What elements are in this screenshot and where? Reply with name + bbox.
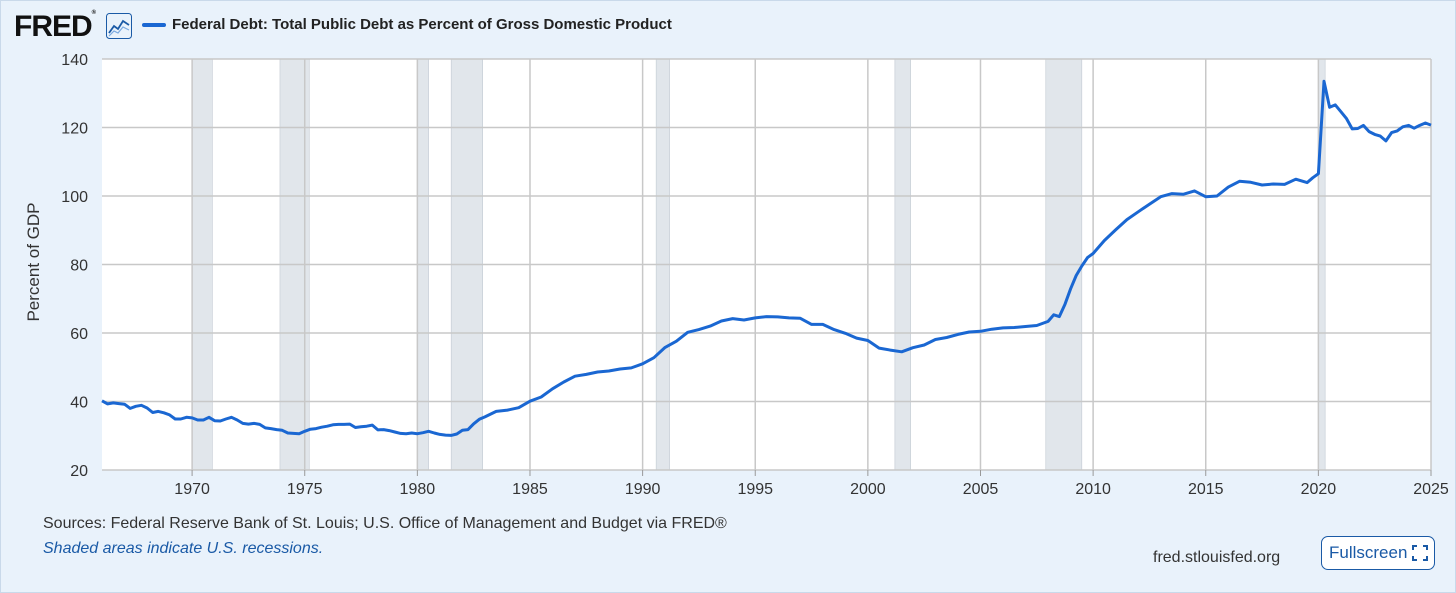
recessions-note[interactable]: Shaded areas indicate U.S. recessions. [43,540,324,557]
x-tick-label: 2005 [963,481,999,498]
x-axis: 1970 1975 1980 1985 1990 1995 2000 2005 2010 2015… [174,470,1449,498]
fullscreen-label: Fullscreen [1329,543,1408,562]
x-tick-label: 1990 [625,481,661,498]
fullscreen-icon [1412,545,1429,561]
y-tick-label: 60 [70,326,88,343]
x-tick-label: 1980 [400,481,436,498]
chart-title: Federal Debt: Total Public Debt as Perce… [172,16,672,33]
x-tick-label: 1970 [174,481,210,498]
y-tick-label: 80 [70,258,88,275]
series-line [101,79,1432,437]
fullscreen-button[interactable]: Fullscreen [1321,536,1435,570]
site-link[interactable]: fred.stlouisfed.org [1153,549,1281,566]
x-tick-label: 2015 [1188,481,1224,498]
y-axis-label: Percent of GDP [24,202,43,322]
fred-logo[interactable]: FRED® [14,10,96,43]
x-tick-label: 2000 [850,481,886,498]
sources-text: Sources: Federal Reserve Bank of St. Lou… [43,515,727,532]
x-tick-label: 2010 [1075,481,1111,498]
y-tick-label: 40 [70,395,88,412]
legend-swatch [142,23,166,27]
x-tick-label: 1975 [287,481,323,498]
y-tick-label: 100 [61,189,88,206]
y-tick-label: 20 [70,463,88,480]
x-tick-label: 2020 [1301,481,1337,498]
fred-chart-icon[interactable] [106,13,132,39]
gridlines [102,58,1432,471]
x-tick-label: 1995 [737,481,773,498]
y-axis: 20 40 60 80 100 120 140 [61,52,88,480]
y-tick-label: 120 [61,121,88,138]
x-tick-label: 2025 [1413,481,1449,498]
y-tick-label: 140 [61,52,88,69]
x-tick-label: 1985 [512,481,548,498]
